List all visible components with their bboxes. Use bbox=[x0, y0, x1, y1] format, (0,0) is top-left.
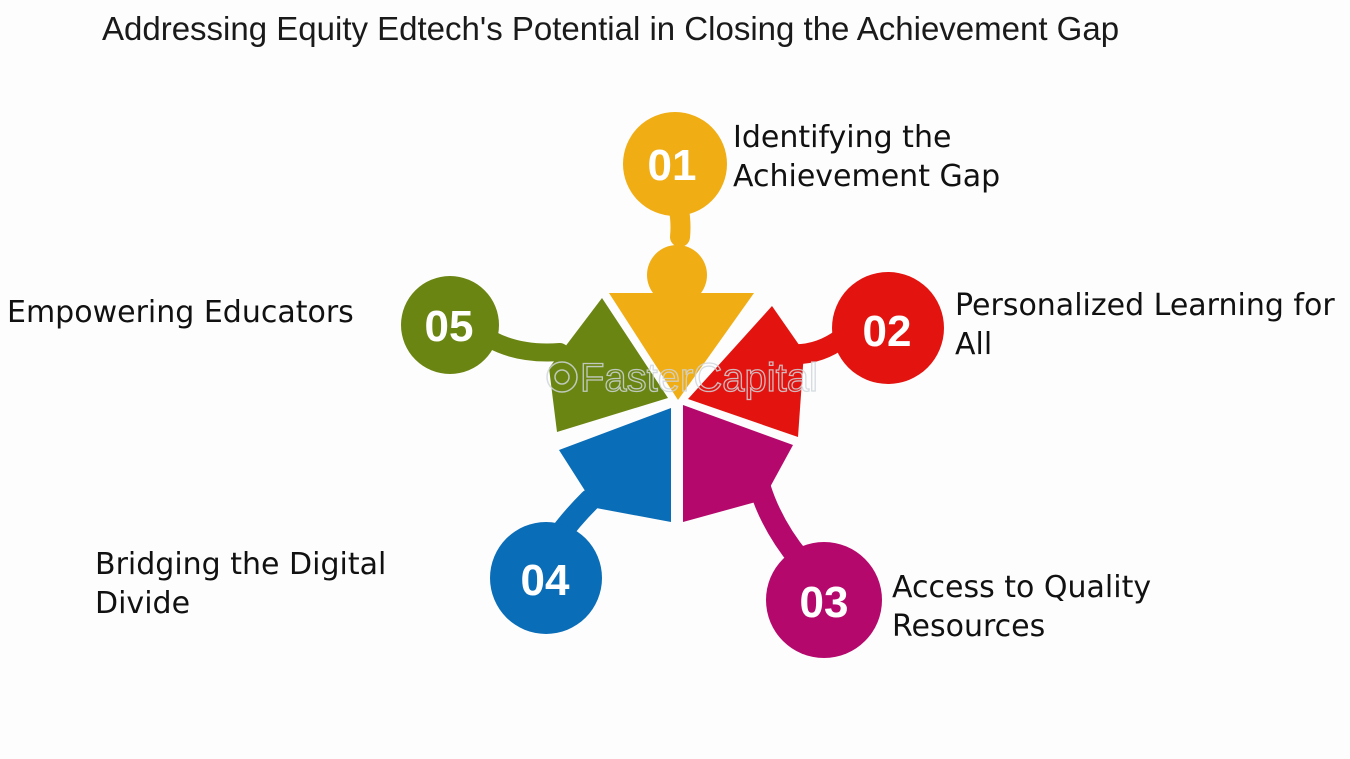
segment-02: 02 bbox=[688, 272, 944, 437]
label-03-line-2: Resources bbox=[892, 609, 1046, 644]
label-01-line-2: Achievement Gap bbox=[733, 159, 1001, 194]
segment-05: 05 bbox=[401, 276, 668, 432]
label-02-line-1: Personalized Learning for bbox=[955, 288, 1335, 323]
label-03-line-1: Access to Quality bbox=[892, 570, 1152, 605]
number-04: 04 bbox=[521, 556, 570, 605]
segment-04: 04 bbox=[490, 408, 671, 634]
number-03: 03 bbox=[800, 578, 849, 627]
bubble-01 bbox=[623, 112, 727, 216]
number-02: 02 bbox=[863, 307, 912, 356]
label-03: Access to Quality Resources bbox=[892, 568, 1151, 646]
diagram-title: Addressing Equity Edtech's Potential in … bbox=[102, 10, 1120, 47]
segment-01: 01 bbox=[609, 112, 754, 400]
number-01: 01 bbox=[648, 141, 697, 190]
label-04-line-2: Divide bbox=[95, 586, 191, 621]
label-01: Identifying the Achievement Gap bbox=[733, 118, 1000, 196]
bubble-04 bbox=[490, 522, 602, 634]
segment-03: 03 bbox=[683, 405, 882, 658]
label-02: Personalized Learning for All bbox=[955, 286, 1335, 364]
bubble-03 bbox=[766, 542, 882, 658]
bubble-05 bbox=[401, 276, 499, 374]
label-05-line-1: Empowering Educators bbox=[7, 295, 354, 330]
label-05: Empowering Educators bbox=[7, 293, 354, 332]
bubble-02 bbox=[832, 272, 944, 384]
label-01-line-1: Identifying the bbox=[733, 120, 952, 155]
number-05: 05 bbox=[425, 302, 474, 351]
label-02-line-2: All bbox=[955, 327, 993, 362]
label-04-line-1: Bridging the Digital bbox=[95, 547, 387, 582]
label-04: Bridging the Digital Divide bbox=[95, 545, 386, 623]
watermark-text: FasterCapital bbox=[580, 356, 818, 400]
watermark: FasterCapital bbox=[546, 355, 819, 401]
